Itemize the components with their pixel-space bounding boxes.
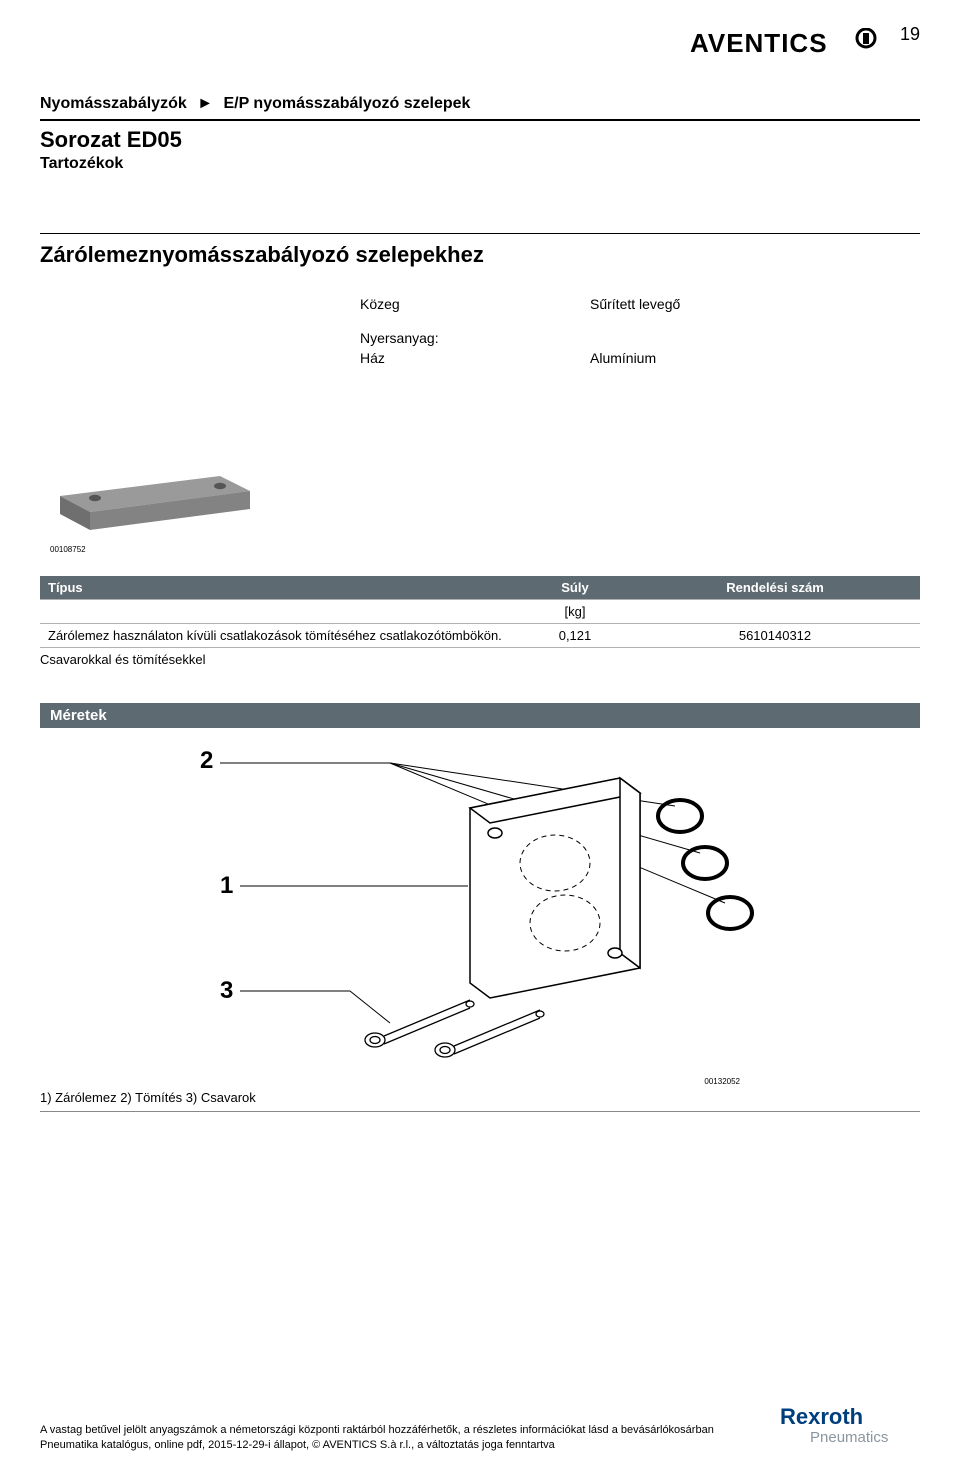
housing-value: Alumínium bbox=[590, 350, 920, 366]
svg-text:1: 1 bbox=[220, 872, 233, 899]
svg-text:3: 3 bbox=[220, 977, 233, 1004]
dimensions-figure: 2 1 3 bbox=[170, 738, 920, 1073]
dimensions-image-id: 00132052 bbox=[40, 1077, 920, 1086]
svg-text:2: 2 bbox=[200, 747, 213, 774]
breadcrumb-sep: ► bbox=[197, 95, 213, 112]
product-image bbox=[50, 446, 920, 541]
svg-text:AVENTICS: AVENTICS bbox=[690, 28, 828, 58]
col-order: Rendelési szám bbox=[630, 576, 920, 600]
subtitle: Tartozékok bbox=[40, 155, 920, 173]
cell-type: Zárólemez használaton kívüli csatlakozás… bbox=[40, 624, 520, 648]
breadcrumb: Nyomásszabályzók ► E/P nyomásszabályozó … bbox=[40, 95, 920, 121]
svg-text:Pneumatics: Pneumatics bbox=[810, 1429, 888, 1446]
unit-weight: [kg] bbox=[520, 600, 630, 624]
table-note: Csavarokkal és tömítésekkel bbox=[40, 652, 920, 667]
medium-label: Közeg bbox=[360, 296, 590, 312]
col-weight: Súly bbox=[520, 576, 630, 600]
material-heading: Nyersanyag: bbox=[360, 330, 590, 346]
spec-table: Típus Súly Rendelési szám [kg] Zárólemez… bbox=[40, 576, 920, 648]
dimensions-header: Méretek bbox=[40, 703, 920, 728]
svg-text:Rexroth: Rexroth bbox=[780, 1404, 863, 1429]
series-title: Sorozat ED05 bbox=[40, 127, 920, 153]
breadcrumb-right: E/P nyomásszabályozó szelepek bbox=[223, 95, 470, 112]
aventics-logo: AVENTICS bbox=[690, 28, 880, 67]
page-number: 19 bbox=[900, 24, 920, 45]
cell-weight: 0,121 bbox=[520, 624, 630, 648]
housing-label: Ház bbox=[360, 350, 590, 366]
section-divider bbox=[40, 233, 920, 234]
section-title: Zárólemeznyomásszabályozó szelepekhez bbox=[40, 242, 920, 268]
breadcrumb-left: Nyomásszabályzók bbox=[40, 95, 187, 112]
properties-block: Közeg Sűrített levegő Nyersanyag: Ház Al… bbox=[360, 296, 920, 366]
footer-text: A vastag betűvel jelölt anyagszámok a né… bbox=[40, 1423, 714, 1453]
footer-line1: A vastag betűvel jelölt anyagszámok a né… bbox=[40, 1423, 714, 1438]
cell-order: 5610140312 bbox=[630, 624, 920, 648]
footer-line2: Pneumatika katalógus, online pdf, 2015-1… bbox=[40, 1438, 714, 1453]
product-image-id: 00108752 bbox=[50, 545, 920, 554]
col-type: Típus bbox=[40, 576, 520, 600]
medium-value: Sűrített levegő bbox=[590, 296, 920, 312]
dimensions-legend: 1) Zárólemez 2) Tömítés 3) Csavarok bbox=[40, 1090, 920, 1112]
rexroth-logo: Rexroth Pneumatics bbox=[780, 1404, 920, 1453]
